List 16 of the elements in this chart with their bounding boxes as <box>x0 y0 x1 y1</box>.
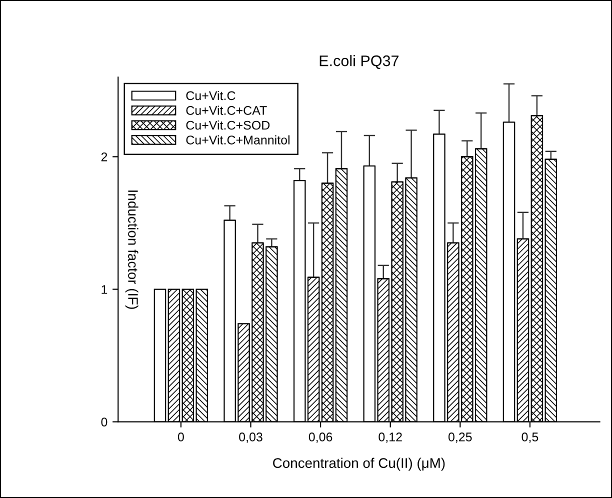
y-tick-label: 0 <box>101 418 108 426</box>
x-tick-label: 0,25 <box>448 432 472 443</box>
x-tick-label: 0,12 <box>378 432 402 443</box>
x-axis-title: Concentration of Cu(II) (μM) <box>273 458 445 471</box>
x-tick-label: 0,03 <box>239 432 262 443</box>
x-tick-label: 0,06 <box>308 432 332 443</box>
legend-label: Cu+Vit.C+CAT <box>186 106 267 115</box>
x-tick-label: 0 <box>178 432 184 442</box>
y-tick-label: 1 <box>102 285 108 294</box>
y-axis-title: Induction factor (IF) <box>125 190 138 309</box>
legend-label: Cu+Vit.C <box>186 90 236 100</box>
x-tick-label: 0,5 <box>522 432 538 443</box>
legend-label: Cu+Vit.C+Mannitol <box>186 135 290 144</box>
chart-title: E.coli PQ37 <box>320 55 399 69</box>
legend-label: Cu+Vit.C+SOD <box>186 120 270 130</box>
y-tick-label: 2 <box>101 152 108 162</box>
